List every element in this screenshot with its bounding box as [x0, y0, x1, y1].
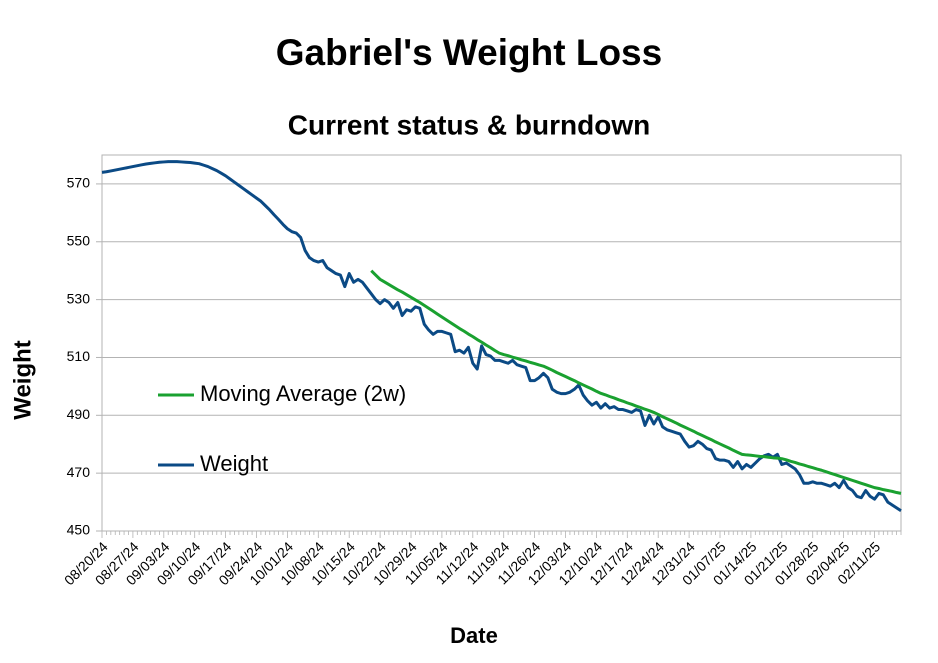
y-axis-title: Weight: [9, 340, 36, 420]
plot-area: [101, 154, 902, 532]
data-line: [370, 269, 902, 495]
legend-label: Weight: [200, 451, 268, 476]
chart-subtitle: Current status & burndown: [288, 109, 650, 140]
x-axis-title: Date: [450, 623, 498, 648]
chart-title: Gabriel's Weight Loss: [276, 32, 662, 73]
y-tick-label: 450: [67, 522, 91, 538]
data-line: [101, 160, 902, 513]
y-tick-label: 490: [67, 406, 91, 422]
legend-label: Moving Average (2w): [200, 381, 406, 406]
y-tick-label: 530: [67, 290, 91, 306]
y-tick-label: 510: [67, 348, 91, 364]
y-tick-label: 550: [67, 232, 91, 248]
y-tick-label: 470: [67, 464, 91, 480]
y-tick-label: 570: [67, 175, 91, 191]
